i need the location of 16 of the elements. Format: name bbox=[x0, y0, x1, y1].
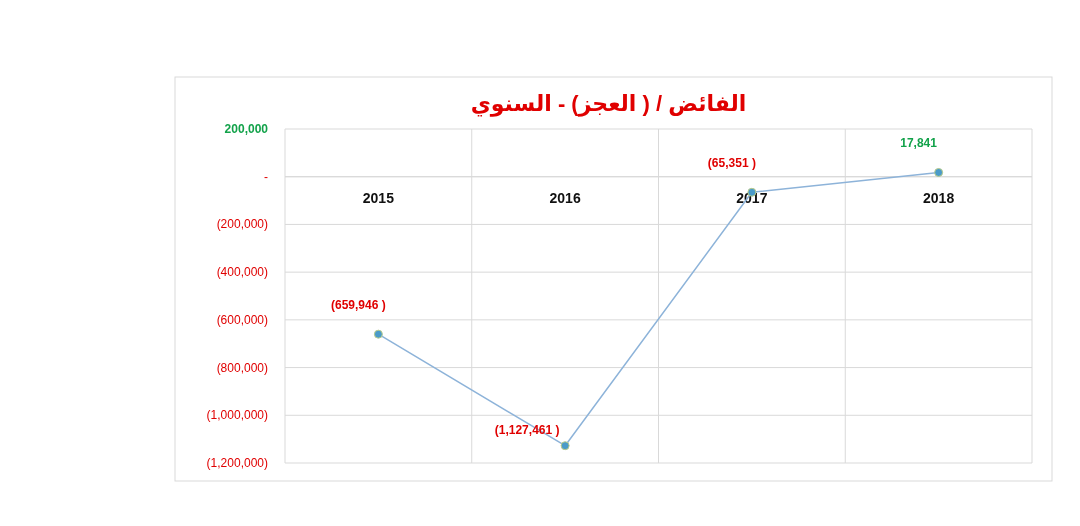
y-tick-label: (600,000) bbox=[216, 312, 268, 327]
data-label: 17,841 bbox=[900, 136, 938, 151]
y-tick-label: (200,000) bbox=[216, 217, 268, 232]
y-tick-label: (1,200,000) bbox=[206, 456, 268, 470]
x-tick-label: 2015 bbox=[362, 189, 395, 206]
y-tick-label: (400,000) bbox=[216, 265, 268, 280]
x-tick-label: 2016 bbox=[549, 189, 581, 206]
data-label: (1,127,461 ) bbox=[494, 422, 560, 437]
data-label: (659,946 ) bbox=[331, 298, 386, 313]
y-tick-label: - bbox=[264, 169, 268, 184]
chart-title: الفائض / ( العجز) - السنوي bbox=[470, 91, 747, 117]
y-tick-label: (1,000,000) bbox=[206, 408, 268, 423]
y-tick-label: 200,000 bbox=[224, 122, 269, 136]
y-tick-label: (800,000) bbox=[216, 360, 268, 375]
x-tick-label: 2018 bbox=[923, 189, 955, 206]
data-label: (65,351 ) bbox=[707, 156, 756, 171]
